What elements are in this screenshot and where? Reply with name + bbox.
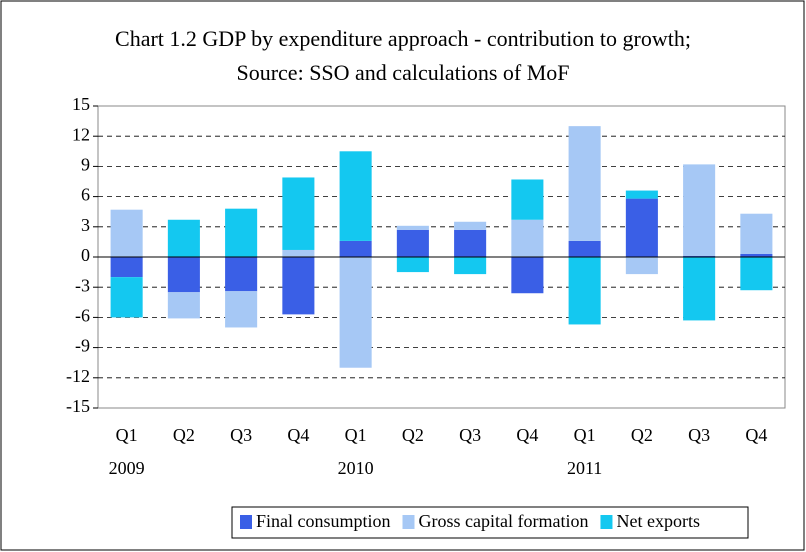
bar bbox=[396, 225, 429, 230]
x-tick-label: Q4 bbox=[516, 425, 538, 445]
bar bbox=[625, 257, 658, 275]
bar bbox=[339, 240, 372, 257]
y-tick-label: -6 bbox=[75, 306, 90, 326]
x-tick-label: Q1 bbox=[116, 425, 138, 445]
bar bbox=[167, 219, 200, 257]
bar bbox=[683, 255, 716, 257]
x-year-label: 2009 bbox=[109, 458, 145, 478]
bar bbox=[167, 292, 200, 319]
bar bbox=[625, 190, 658, 199]
legend-swatch bbox=[402, 515, 415, 529]
y-tick-label: -12 bbox=[66, 366, 90, 386]
bar bbox=[454, 229, 487, 257]
legend-swatch bbox=[600, 515, 613, 529]
y-tick-label: -9 bbox=[75, 336, 90, 356]
bar bbox=[225, 208, 258, 257]
bar bbox=[568, 240, 601, 257]
bar bbox=[339, 257, 372, 368]
bar bbox=[282, 249, 315, 257]
y-tick-label: -3 bbox=[75, 275, 90, 295]
x-tick-label: Q2 bbox=[402, 425, 424, 445]
y-tick-label: 15 bbox=[72, 94, 90, 114]
bar bbox=[511, 179, 544, 220]
bar bbox=[625, 198, 658, 257]
bar bbox=[396, 229, 429, 257]
bar bbox=[225, 257, 258, 292]
y-tick-label: 6 bbox=[81, 185, 90, 205]
legend-label: Gross capital formation bbox=[419, 511, 589, 531]
legend bbox=[231, 506, 749, 539]
y-tick-label: -15 bbox=[66, 396, 90, 416]
bar bbox=[110, 277, 143, 318]
bar bbox=[740, 213, 773, 254]
x-tick-label: Q4 bbox=[745, 425, 767, 445]
chart-title: Chart 1.2 GDP by expenditure approach - … bbox=[115, 26, 691, 85]
x-tick-label: Q3 bbox=[688, 425, 710, 445]
bar bbox=[683, 257, 716, 321]
y-tick-label: 0 bbox=[81, 245, 90, 265]
bar bbox=[740, 253, 773, 257]
x-tick-label: Q4 bbox=[287, 425, 309, 445]
legend-label: Final consumption bbox=[256, 511, 391, 531]
x-tick-label: Q2 bbox=[631, 425, 653, 445]
x-year-label: 2010 bbox=[338, 458, 374, 478]
bar bbox=[511, 219, 544, 257]
x-tick-label: Q3 bbox=[459, 425, 481, 445]
bar bbox=[511, 257, 544, 294]
bar bbox=[167, 257, 200, 293]
bar bbox=[454, 221, 487, 230]
legend-swatch bbox=[240, 515, 252, 529]
bar bbox=[454, 257, 487, 275]
bar bbox=[339, 151, 372, 241]
legend-label: Net exports bbox=[616, 511, 699, 531]
bar bbox=[282, 177, 315, 250]
x-year-label: 2011 bbox=[567, 458, 602, 478]
bar bbox=[110, 209, 143, 257]
y-tick-label: 12 bbox=[72, 124, 90, 144]
x-tick-label: Q2 bbox=[173, 425, 195, 445]
y-tick-label: 9 bbox=[81, 155, 90, 175]
x-tick-label: Q1 bbox=[574, 425, 596, 445]
bar bbox=[282, 257, 315, 315]
bar bbox=[225, 291, 258, 328]
bar bbox=[396, 257, 429, 273]
bar bbox=[568, 257, 601, 325]
y-tick-label: 3 bbox=[81, 215, 90, 235]
bar bbox=[683, 164, 716, 256]
bar bbox=[568, 126, 601, 241]
x-tick-label: Q1 bbox=[345, 425, 367, 445]
bar bbox=[110, 257, 143, 278]
x-tick-label: Q3 bbox=[230, 425, 252, 445]
bar bbox=[740, 257, 773, 291]
